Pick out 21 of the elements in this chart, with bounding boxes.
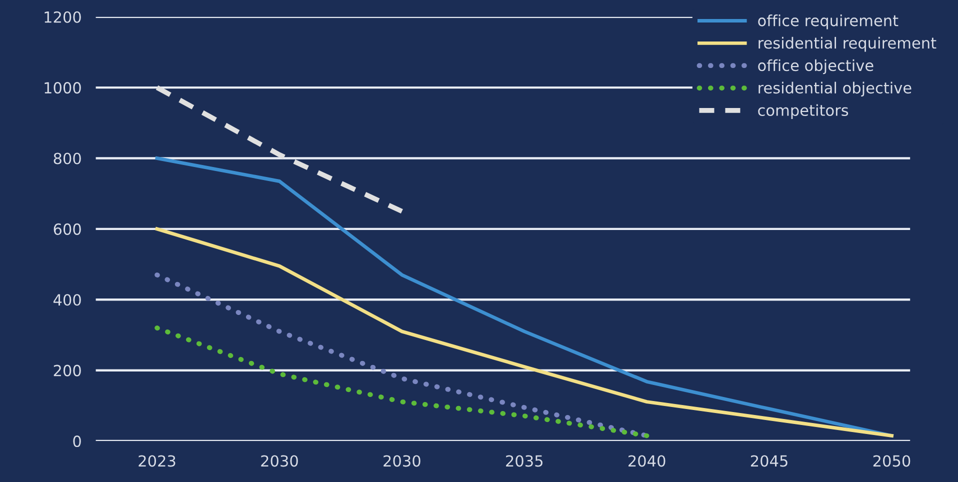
line-series bbox=[155, 227, 894, 438]
y-tick-label: 400 bbox=[53, 294, 81, 306]
legend-label: competitors bbox=[758, 104, 848, 119]
x-tick-label: 2040 bbox=[628, 455, 666, 467]
y-tick-label: 1200 bbox=[44, 11, 81, 23]
legend-label: residential objective bbox=[758, 82, 912, 97]
x-tick-label: 2030 bbox=[384, 455, 420, 467]
line-series bbox=[154, 325, 650, 438]
y-tick-label: 0 bbox=[73, 435, 81, 448]
legend-label: office requirement bbox=[758, 14, 898, 30]
legend-label: office objective bbox=[758, 59, 874, 74]
y-tick-label: 200 bbox=[54, 364, 81, 376]
y-tick-label: 800 bbox=[54, 152, 81, 164]
x-tick-label: 2030 bbox=[261, 455, 298, 467]
x-tick-label: 2050 bbox=[873, 455, 910, 467]
legend-label: residential requirement bbox=[758, 36, 936, 52]
y-tick-label: 1000 bbox=[44, 82, 81, 94]
x-tick-label: 2045 bbox=[750, 455, 788, 467]
x-tick-label: 2023 bbox=[138, 455, 176, 467]
x-tick-label: 2035 bbox=[506, 455, 542, 467]
y-tick-label: 600 bbox=[54, 223, 81, 235]
